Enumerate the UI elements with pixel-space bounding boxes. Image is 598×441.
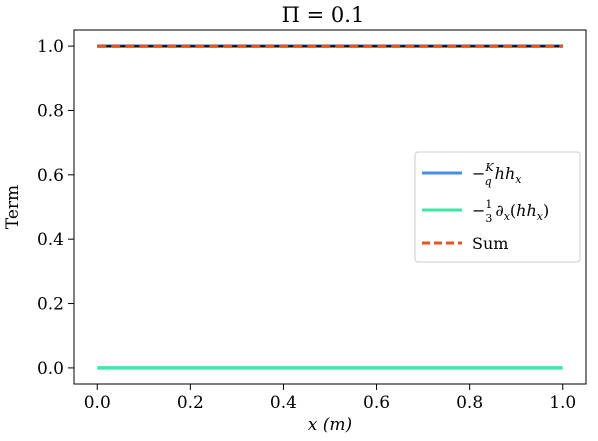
- legend-label-series-2: −1 3 ∂x(hhx): [472, 198, 549, 225]
- plot-area: [73, 29, 587, 385]
- x-axis-label: x (m): [308, 415, 352, 435]
- y-tick-label: 0.0: [37, 359, 64, 379]
- legend-label-series-3: Sum: [472, 234, 508, 253]
- legend: −K q hhx −1 3 ∂x(hhx) Sum: [414, 151, 581, 263]
- x-tick-label: 1.0: [549, 393, 576, 413]
- ticks-layer: 0.0 0.2 0.4 0.6 0.8 1.0 0.0 0.2 0.4 0.6 0.8 1.0: [37, 37, 576, 413]
- chart-title: Π = 0.1: [282, 3, 365, 27]
- x-tick-label: 0.8: [456, 393, 483, 413]
- x-tick-label: 0.4: [270, 393, 297, 413]
- x-tick-label: 0.6: [363, 393, 390, 413]
- x-tick-label: 0.0: [84, 393, 111, 413]
- y-tick-label: 1.0: [37, 37, 64, 57]
- y-tick-label: 0.2: [37, 295, 64, 315]
- legend-box: [414, 151, 581, 263]
- y-tick-label: 0.8: [37, 101, 64, 121]
- y-tick-label: 0.4: [37, 230, 64, 250]
- x-tick-label: 0.2: [177, 393, 204, 413]
- y-axis-label: Term: [3, 185, 23, 229]
- legend-label-series-1: −K q hhx: [472, 161, 522, 188]
- y-tick-label: 0.6: [37, 166, 64, 186]
- series-layer: [97, 44, 563, 370]
